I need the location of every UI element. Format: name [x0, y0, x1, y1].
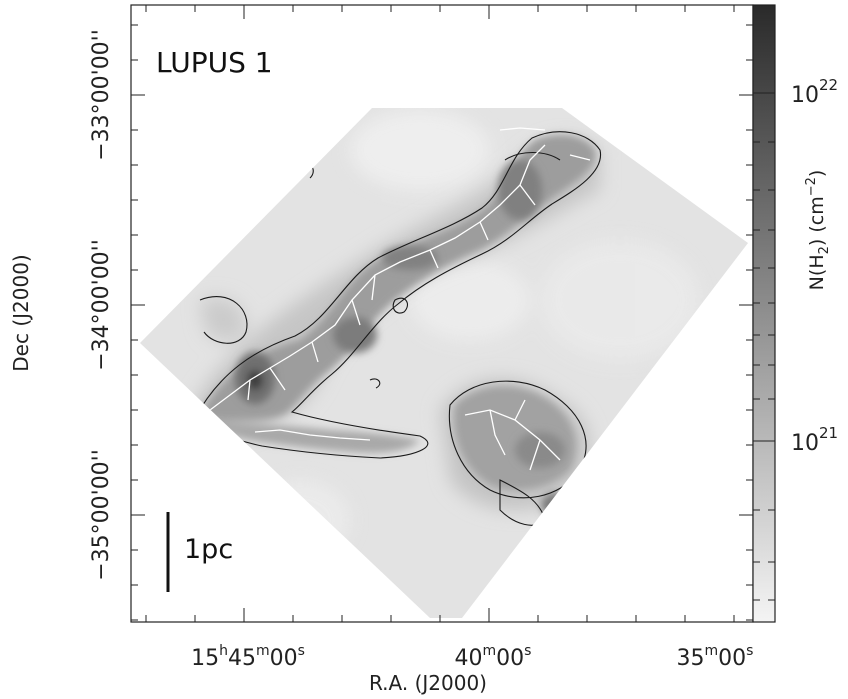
y-axis-ticks — [131, 24, 753, 621]
scale-bar: 1pc — [166, 512, 233, 592]
x-tick-label: 35m00s — [677, 643, 754, 671]
map-title: LUPUS 1 — [156, 46, 273, 79]
x-tick-label: 40m00s — [455, 643, 532, 671]
x-axis-tick-labels: 15h45m00s 40m00s 35m00s — [191, 643, 753, 671]
y-tick-label: −33°00'00'' — [89, 29, 114, 161]
y-tick-label: −34°00'00'' — [89, 239, 114, 371]
y-axis-tick-labels: −33°00'00'' −34°00'00'' −35°00'00'' — [89, 29, 114, 581]
x-axis-ticks — [145, 5, 735, 622]
dense-cores — [235, 160, 569, 517]
colorbar-label: N(H2) (cm−2) — [804, 170, 832, 291]
colorbar-tick-label: 1022 — [791, 76, 838, 108]
y-axis-label: Dec (J2000) — [9, 254, 33, 371]
colorbar: 1022 1021 N(H2) (cm−2) — [752, 4, 838, 623]
x-tick-label: 15h45m00s — [191, 643, 305, 671]
colorbar-tick-label: 1021 — [791, 424, 838, 456]
colorbar-ticks — [753, 92, 775, 601]
x-axis-label: R.A. (J2000) — [369, 671, 487, 695]
scale-bar-label: 1pc — [184, 534, 233, 565]
colorbar-gradient — [752, 4, 776, 623]
colorbar-tick-labels: 1022 1021 — [791, 76, 838, 456]
y-tick-label: −35°00'00'' — [89, 449, 114, 581]
filament-skeleton — [209, 127, 591, 471]
